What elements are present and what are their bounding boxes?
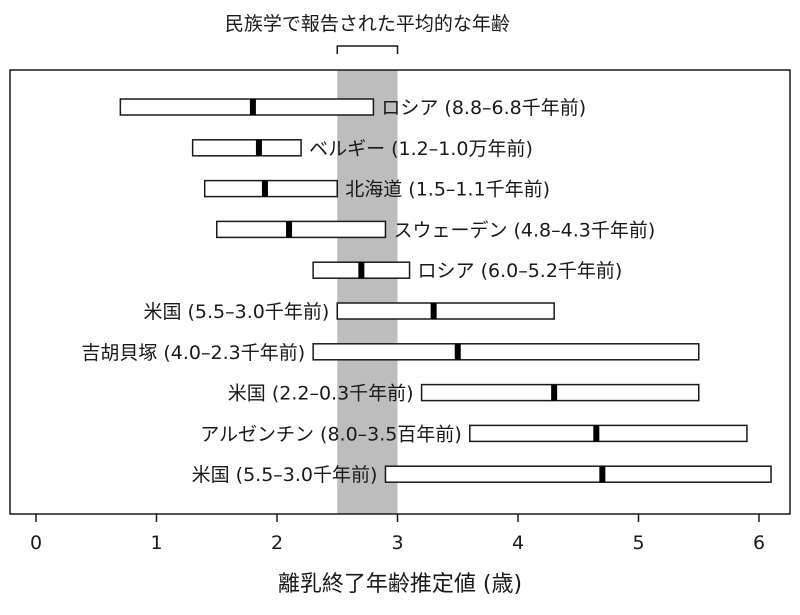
x-tick-label: 6 bbox=[753, 532, 765, 554]
ethnographic-average-band bbox=[337, 70, 398, 514]
range-bar-row: 米国 (5.5–3.0千年前) bbox=[192, 464, 772, 486]
range-bar-row: ベルギー (1.2–1.0万年前) bbox=[191, 138, 533, 160]
x-tick-label: 0 bbox=[30, 532, 42, 554]
mean-marker bbox=[551, 384, 558, 401]
range-bar bbox=[119, 98, 375, 116]
bar-label: ロシア (8.8–6.8千年前) bbox=[381, 97, 586, 119]
ethnographic-band-label: 民族学で報告された平均的な年齢 bbox=[225, 13, 510, 35]
mean-marker bbox=[599, 466, 606, 483]
range-bar-row: 北海道 (1.5–1.1千年前) bbox=[203, 179, 550, 201]
mean-marker bbox=[430, 303, 437, 319]
plot-frame bbox=[9, 69, 791, 515]
range-bar bbox=[336, 302, 555, 320]
range-bar-row: 米国 (2.2–0.3千年前) bbox=[228, 383, 700, 405]
bar-label: スウェーデン (4.8–4.3千年前) bbox=[393, 219, 655, 241]
range-bar-row: アルゼンチン (8.0–3.5百年前) bbox=[200, 423, 748, 445]
mean-marker bbox=[249, 99, 256, 115]
x-tick-label: 4 bbox=[512, 532, 524, 554]
ethnographic-bracket bbox=[336, 45, 399, 54]
mean-marker bbox=[358, 262, 365, 279]
range-bar bbox=[420, 383, 700, 402]
range-bar bbox=[203, 179, 338, 198]
mean-marker bbox=[261, 180, 268, 197]
range-bar bbox=[312, 343, 700, 361]
bar-label: 米国 (5.5–3.0千年前) bbox=[143, 301, 329, 323]
range-bar-row: 吉胡貝塚 (4.0–2.3千年前) bbox=[81, 342, 700, 364]
range-bar-row: ロシア (8.8–6.8千年前) bbox=[119, 97, 586, 119]
mean-marker bbox=[593, 425, 600, 442]
bar-label: ベルギー (1.2–1.0万年前) bbox=[309, 138, 533, 160]
bar-label: 北海道 (1.5–1.1千年前) bbox=[345, 179, 550, 201]
mean-marker bbox=[286, 221, 293, 238]
range-bar-row: ロシア (6.0–5.2千年前) bbox=[312, 260, 623, 282]
bar-label: 吉胡貝塚 (4.0–2.3千年前) bbox=[81, 342, 305, 364]
x-tick-label: 2 bbox=[271, 532, 283, 554]
range-bar-row: スウェーデン (4.8–4.3千年前) bbox=[216, 219, 655, 241]
range-bar bbox=[191, 139, 302, 157]
x-tick-label: 5 bbox=[632, 532, 644, 554]
range-bar bbox=[469, 424, 748, 443]
range-bars: ロシア (8.8–6.8千年前) ベルギー (1.2–1.0万年前) 北海道 (1.… bbox=[81, 97, 772, 486]
range-bar-row: 米国 (5.5–3.0千年前) bbox=[143, 301, 555, 323]
bar-label: ロシア (6.0–5.2千年前) bbox=[418, 260, 623, 282]
x-axis: 0 1 2 3 4 5 6 bbox=[30, 514, 765, 554]
x-axis-title: 離乳終了年齢推定値 (歳) bbox=[278, 572, 522, 597]
range-bar bbox=[216, 220, 387, 239]
range-bar bbox=[384, 465, 772, 483]
bar-label: アルゼンチン (8.0–3.5百年前) bbox=[200, 423, 462, 445]
x-tick-label: 1 bbox=[150, 532, 162, 554]
x-tick-label: 3 bbox=[391, 532, 403, 554]
bar-label: 米国 (2.2–0.3千年前) bbox=[228, 383, 414, 405]
bar-label: 米国 (5.5–3.0千年前) bbox=[192, 464, 378, 486]
mean-marker bbox=[255, 139, 262, 156]
mean-marker bbox=[454, 343, 461, 360]
